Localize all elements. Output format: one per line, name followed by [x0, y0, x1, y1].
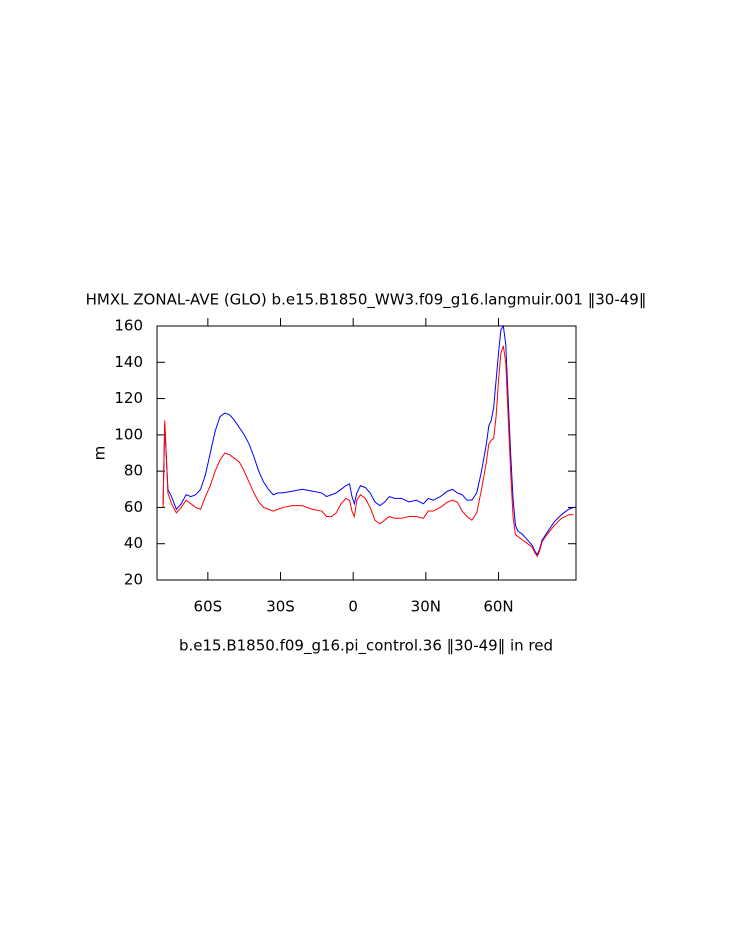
y-tick-label: 120	[114, 389, 143, 407]
data-line	[162, 324, 574, 556]
y-axis-label: m	[91, 446, 109, 461]
chart-subtitle: b.e15.B1850.f09_g16.pi_control.36 ‖30-49…	[179, 637, 553, 656]
y-tick-label: 80	[124, 462, 143, 480]
x-tick-label: 60S	[194, 598, 223, 616]
y-tick-label: 100	[114, 425, 143, 443]
x-tick-label: 30N	[411, 598, 441, 616]
x-tick-label: 60N	[483, 598, 513, 616]
x-tick-label: 30S	[266, 598, 295, 616]
y-tick-label: 20	[124, 571, 143, 589]
data-line	[162, 345, 574, 558]
y-tick-label: 160	[114, 317, 143, 335]
y-tick-label: 60	[124, 498, 143, 516]
x-tick-label: 0	[348, 598, 358, 616]
plot-frame	[156, 325, 577, 581]
y-tick-label: 40	[124, 534, 143, 552]
chart-title: HMXL ZONAL-AVE (GLO) b.e15.B1850_WW3.f09…	[86, 291, 647, 310]
y-tick-label: 140	[114, 353, 143, 371]
